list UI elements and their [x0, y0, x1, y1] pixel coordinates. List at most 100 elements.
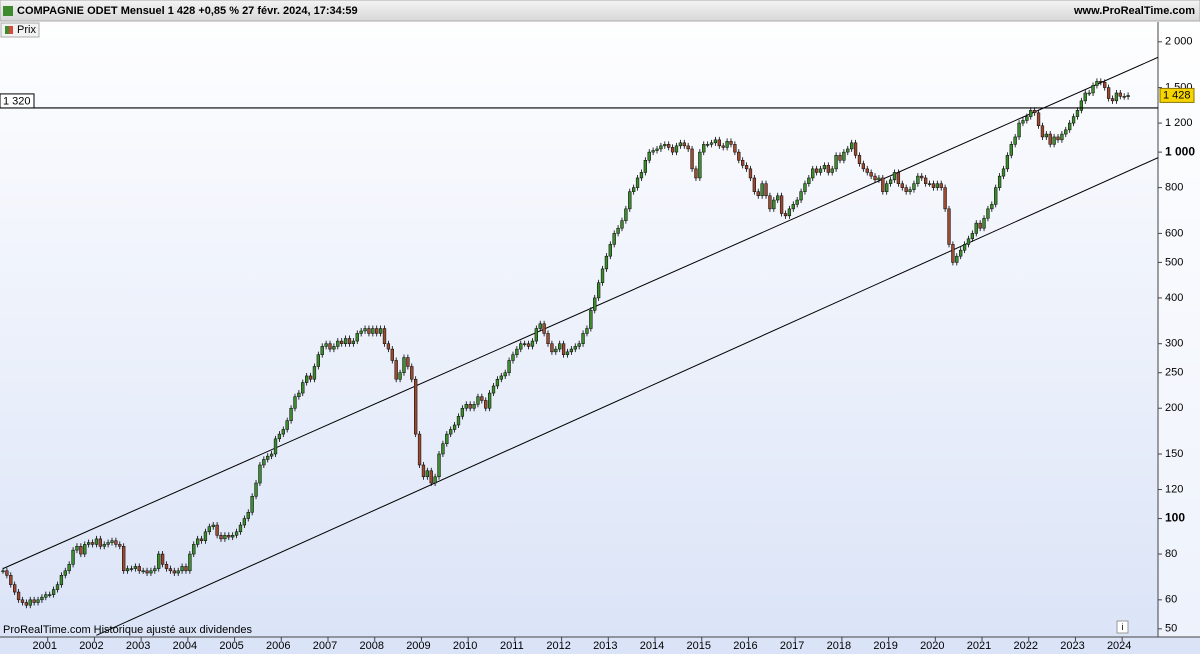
- y-tick-label: 120: [1165, 483, 1183, 495]
- candle-body: [297, 392, 301, 397]
- candle-body: [188, 553, 192, 572]
- candle-body: [737, 151, 741, 161]
- candle-body: [499, 375, 503, 380]
- y-tick-label: 200: [1165, 402, 1183, 414]
- x-tick-label: 2013: [593, 640, 617, 652]
- y-tick-label: 60: [1165, 594, 1177, 606]
- y-tick-label: 80: [1165, 548, 1177, 560]
- y-tick-label: 250: [1165, 367, 1183, 379]
- candle-body: [102, 544, 106, 547]
- candle-body: [324, 343, 328, 347]
- candle-body: [834, 155, 838, 170]
- candle-body: [561, 343, 566, 355]
- candle-body: [585, 328, 589, 334]
- candle-body: [1083, 92, 1087, 102]
- candle-body: [608, 244, 612, 257]
- candle-body: [414, 378, 418, 435]
- candle-body: [604, 255, 609, 270]
- y-axis-area: [1158, 22, 1200, 637]
- candle-body: [822, 165, 827, 170]
- candle-body: [511, 354, 515, 361]
- candle-body: [254, 482, 258, 497]
- candle-body: [530, 340, 535, 347]
- candle-body: [826, 165, 830, 173]
- candle-body: [752, 177, 756, 192]
- candle-body: [990, 204, 994, 210]
- candle-body: [24, 602, 29, 606]
- candle-body: [760, 183, 764, 197]
- candle-body: [157, 553, 161, 569]
- candle-body: [1079, 100, 1084, 111]
- y-tick-label: 2 000: [1165, 36, 1193, 48]
- candle-body: [106, 542, 110, 545]
- candle-body: [892, 172, 897, 181]
- candle-body: [67, 564, 71, 572]
- x-tick-label: 2002: [79, 640, 103, 652]
- candle-body: [176, 570, 180, 574]
- candle-body: [153, 568, 157, 572]
- candle-body: [842, 151, 846, 161]
- candle-body: [332, 346, 336, 350]
- candle-body: [663, 144, 667, 147]
- candle-body: [1064, 129, 1068, 135]
- x-tick-label: 2001: [32, 640, 56, 652]
- candle-body: [830, 168, 834, 173]
- candle-body: [1025, 116, 1029, 121]
- candle-body: [515, 348, 519, 355]
- candle-body: [125, 568, 130, 572]
- candle-body: [149, 570, 153, 574]
- candle-body: [997, 175, 1002, 188]
- info-icon[interactable]: [1116, 620, 1129, 634]
- candle-body: [935, 183, 939, 188]
- candle-body: [168, 568, 173, 572]
- hline-label: 1 320: [3, 95, 31, 107]
- candle-body: [476, 396, 480, 405]
- candle-body: [865, 168, 869, 173]
- candle-body: [266, 455, 270, 460]
- candle-body: [13, 584, 17, 593]
- candle-body: [20, 599, 25, 603]
- candle-body: [744, 165, 749, 170]
- candle-body: [336, 340, 340, 347]
- candle-body: [951, 244, 955, 263]
- x-tick-label: 2003: [126, 640, 150, 652]
- candle-body: [729, 141, 733, 145]
- candle-body: [577, 343, 581, 347]
- candle-body: [59, 575, 64, 585]
- candle-body: [456, 416, 461, 426]
- candle-body: [262, 459, 266, 466]
- candle-body: [721, 145, 725, 148]
- candle-body: [491, 385, 496, 394]
- candle-body: [227, 535, 231, 538]
- candle-body: [75, 546, 79, 551]
- candle-body: [542, 323, 546, 334]
- candle-body: [1005, 155, 1010, 170]
- header-source[interactable]: www.ProRealTime.com: [1073, 5, 1195, 17]
- candle-body: [970, 233, 975, 240]
- legend-swatch: [9, 26, 13, 34]
- candle-body: [1106, 87, 1111, 99]
- candle-body: [484, 400, 488, 409]
- candle-body: [818, 168, 823, 173]
- candle-body: [869, 172, 873, 177]
- candle-body: [180, 566, 184, 572]
- candle-body: [698, 151, 702, 179]
- candle-body: [184, 566, 188, 572]
- candle-body: [1029, 110, 1033, 117]
- candle-body: [628, 191, 632, 210]
- candle-body: [94, 538, 99, 545]
- candle-body: [137, 566, 141, 572]
- candle-body: [312, 366, 317, 380]
- header-icon: [3, 6, 13, 16]
- candle-body: [1068, 122, 1072, 131]
- candle-body: [569, 348, 574, 353]
- x-tick-label: 2019: [873, 640, 897, 652]
- y-tick-label: 1 000: [1165, 144, 1195, 158]
- candle-body: [1087, 92, 1091, 95]
- candle-body: [36, 599, 40, 603]
- y-tick-label: 100: [1165, 511, 1185, 525]
- candle-body: [916, 175, 920, 184]
- candle-body: [939, 183, 943, 188]
- candle-body: [955, 255, 959, 263]
- candle-body: [931, 183, 936, 188]
